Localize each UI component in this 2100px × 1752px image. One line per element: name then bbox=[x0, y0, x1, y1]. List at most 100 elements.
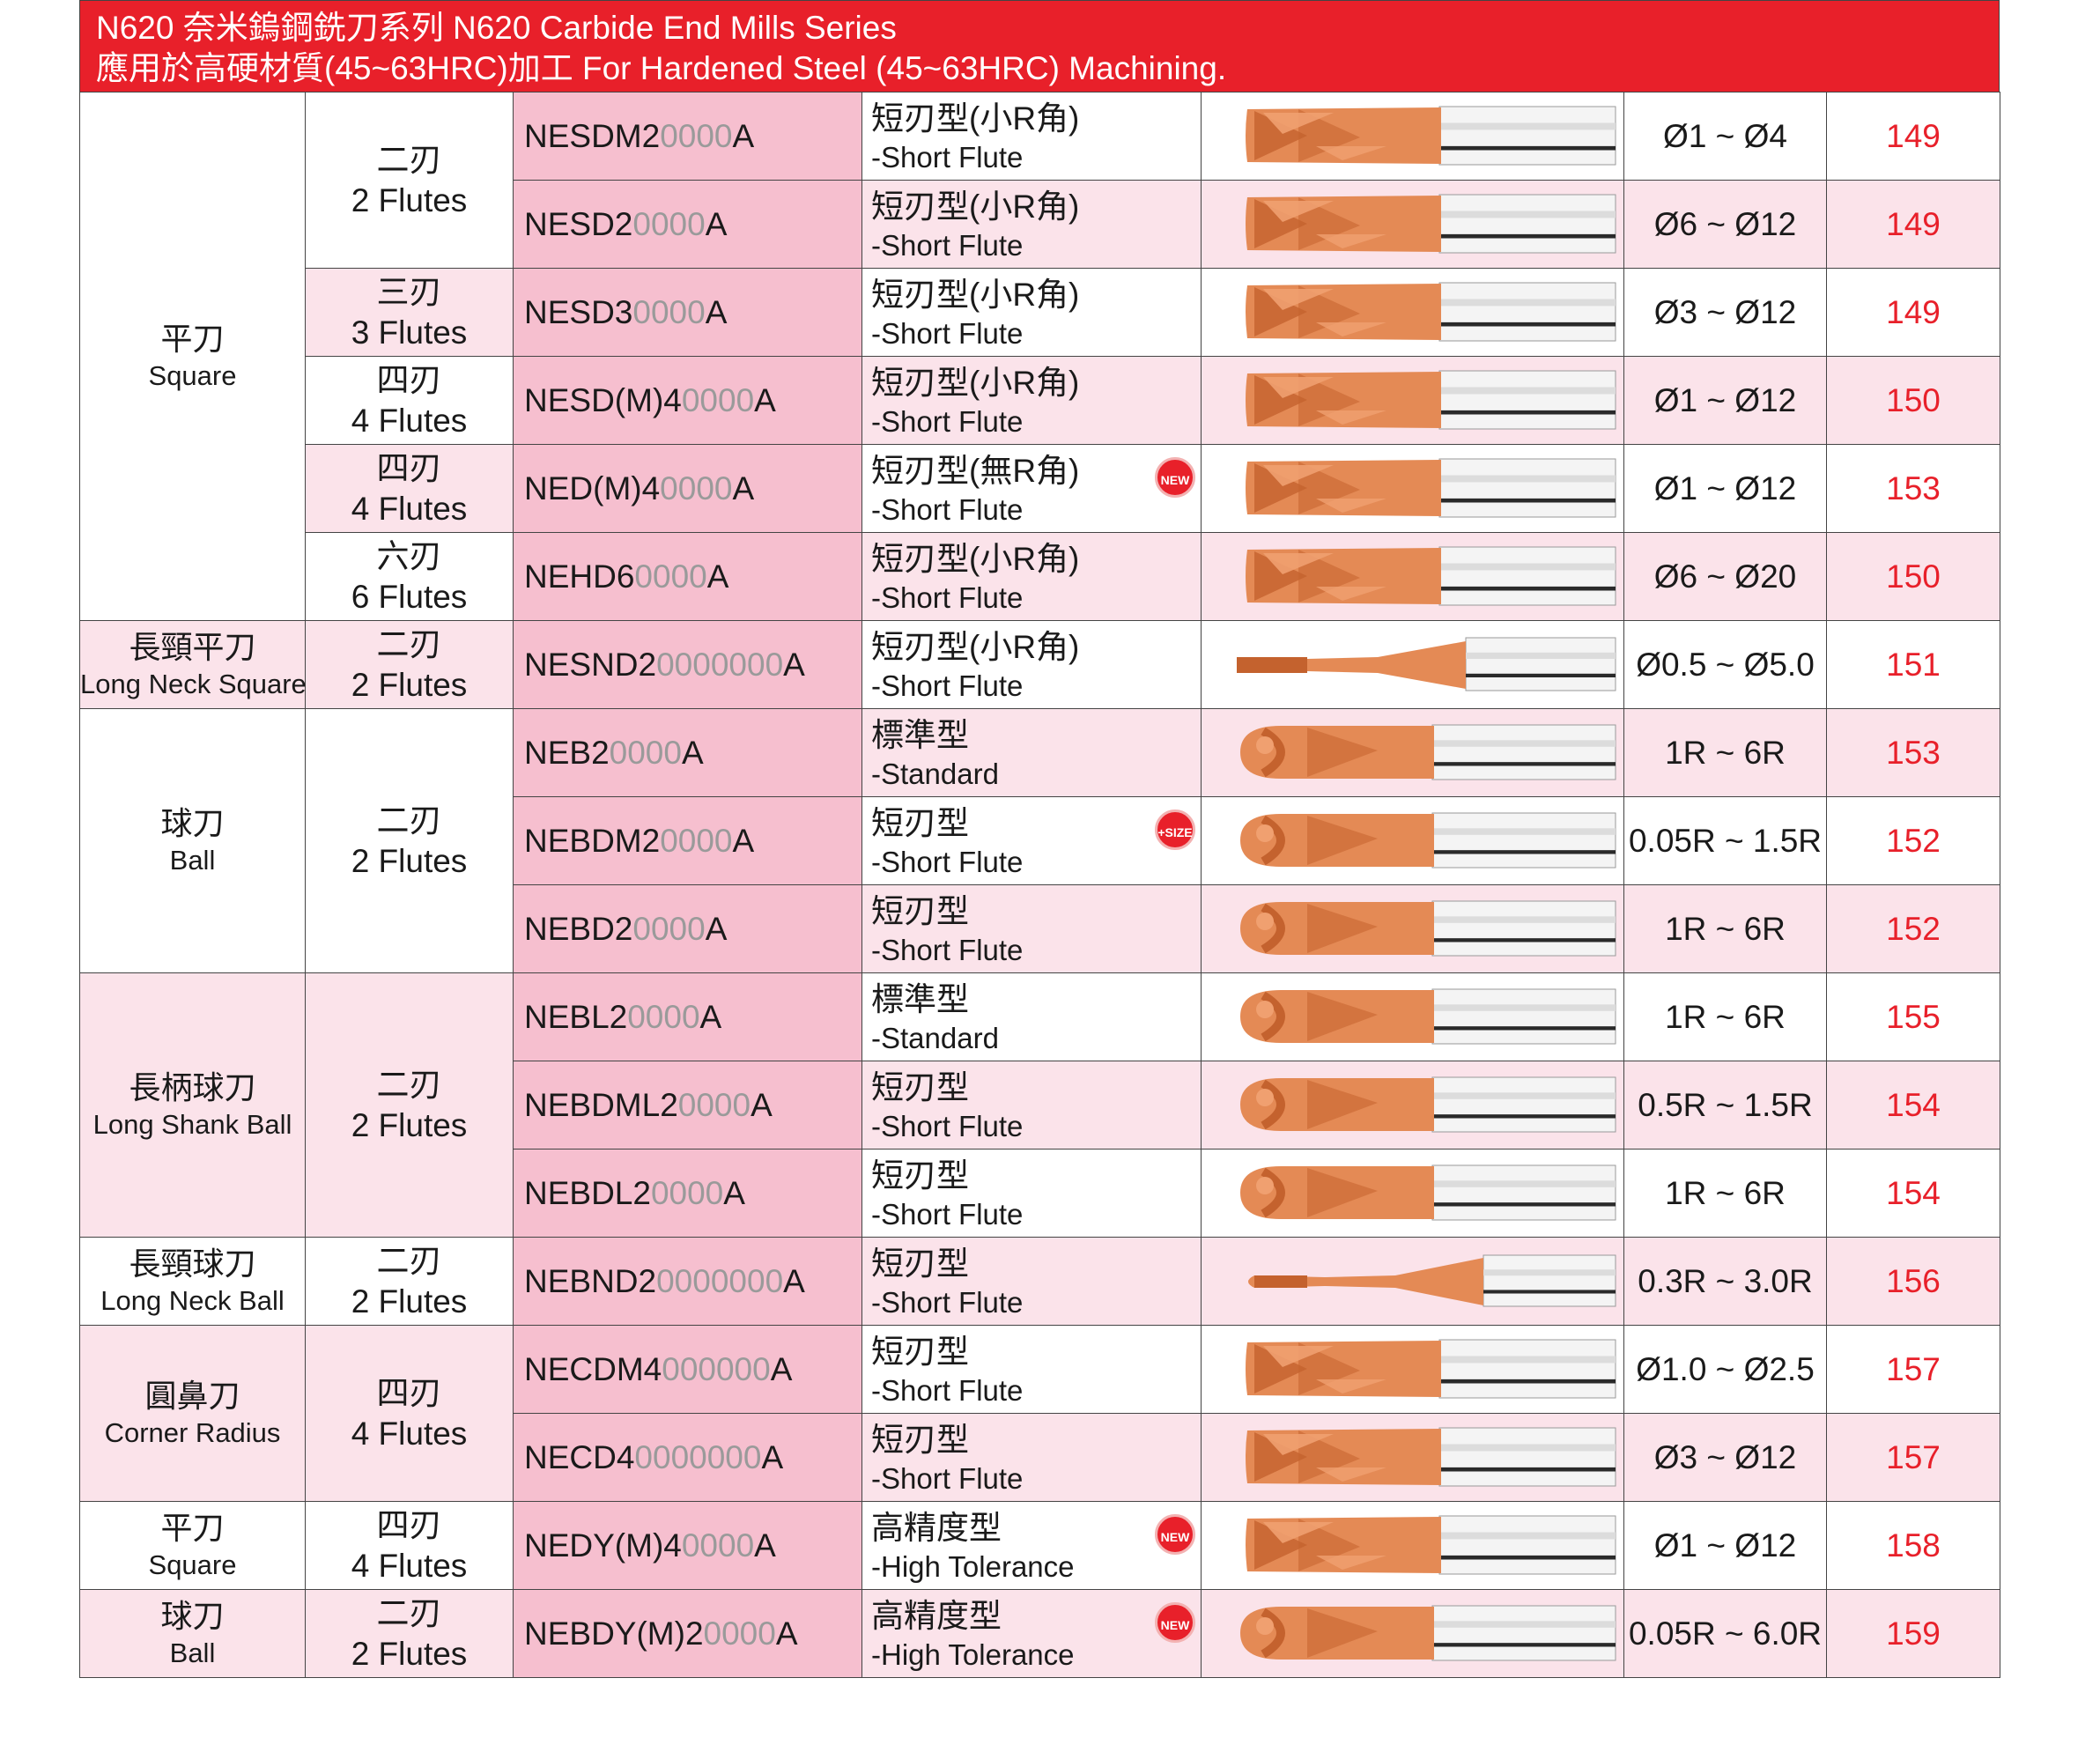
size-range-cell: Ø1 ~ Ø12 bbox=[1623, 356, 1827, 445]
series-subtitle: 應用於高硬材質(45~63HRC)加工 For Hardened Steel (… bbox=[96, 50, 1227, 86]
product-code-cell: NECD40000000A bbox=[513, 1413, 862, 1502]
type-cell: 高精度型 -High Tolerance NEW bbox=[861, 1501, 1202, 1590]
page-number-link[interactable]: 159 bbox=[1826, 1589, 2000, 1678]
page-number-link[interactable]: 150 bbox=[1826, 356, 2000, 445]
type-zh: 短刃型(小R角) bbox=[871, 540, 1080, 577]
product-row: 長柄球刀 Long Shank Ball 二刃 2 Flutes NEBL20000A 標… bbox=[79, 972, 2000, 1238]
product-code-suffix: A bbox=[681, 734, 704, 771]
corner-radius-end-mill-icon bbox=[1202, 1415, 1623, 1500]
type-zh: 短刃型 bbox=[871, 804, 969, 841]
type-zh: 短刃型 bbox=[871, 1245, 969, 1282]
size-range-cell: Ø0.5 ~ Ø5.0 bbox=[1623, 620, 1827, 709]
product-code-cell: NEBDL20000A bbox=[513, 1149, 862, 1238]
type-en: -High Tolerance bbox=[871, 1637, 1075, 1671]
type-cell: 標準型 -Standard bbox=[861, 972, 1202, 1061]
type-cell: 短刃型(小R角) -Short Flute bbox=[861, 532, 1202, 621]
type-en: -Short Flute bbox=[871, 933, 1024, 966]
size-range-cell: 0.05R ~ 6.0R bbox=[1623, 1589, 1827, 1678]
page-number-link[interactable]: 157 bbox=[1826, 1413, 2000, 1502]
product-code-cell: NESD(M)40000A bbox=[513, 356, 862, 445]
type-cell: 標準型 -Standard bbox=[861, 708, 1202, 797]
page-number-link[interactable]: 150 bbox=[1826, 532, 2000, 621]
product-code-suffix: A bbox=[732, 822, 755, 859]
new-badge-icon: NEW bbox=[1155, 457, 1195, 498]
flutes-en: 6 Flutes bbox=[351, 578, 468, 615]
category-name-en: Long Shank Ball bbox=[92, 1108, 292, 1140]
product-code-prefix: NESD2 bbox=[524, 205, 633, 242]
type-zh: 短刃型 bbox=[871, 1157, 969, 1194]
page-number-link[interactable]: 149 bbox=[1826, 268, 2000, 357]
product-code-prefix: NESD3 bbox=[524, 293, 633, 330]
product-row: 長頸球刀 Long Neck Ball 二刃 2 Flutes NEBND2000000… bbox=[79, 1237, 2000, 1326]
flutes-zh: 四刃 bbox=[376, 361, 442, 398]
page-number-link[interactable]: 155 bbox=[1826, 972, 2000, 1061]
ball-end-mill-icon bbox=[1202, 1591, 1623, 1676]
tool-image-cell bbox=[1201, 708, 1624, 797]
category-name-zh: 長頸平刀 bbox=[129, 628, 256, 665]
product-code-suffix: A bbox=[723, 1174, 745, 1211]
page-number-link[interactable]: 152 bbox=[1826, 884, 2000, 973]
category-name-en: Ball bbox=[169, 844, 216, 876]
product-row: 球刀 Ball 二刃 2 Flutes NEB20000A 標準型 -Standard 1R… bbox=[79, 708, 2000, 973]
product-code-suffix: A bbox=[732, 117, 755, 154]
page-number-link[interactable]: 154 bbox=[1826, 1061, 2000, 1150]
type-zh: 短刃型 bbox=[871, 1333, 969, 1370]
page-number-link[interactable]: 157 bbox=[1826, 1325, 2000, 1414]
type-en: -Short Flute bbox=[871, 316, 1024, 350]
page-number-link[interactable]: 154 bbox=[1826, 1149, 2000, 1238]
page-number-link[interactable]: 153 bbox=[1826, 444, 2000, 533]
product-code-zeros: 0000 bbox=[660, 822, 733, 859]
size-range-cell: 0.05R ~ 1.5R bbox=[1623, 796, 1827, 885]
long-neck-ball-end-mill-icon bbox=[1202, 1238, 1623, 1324]
product-code-prefix: NEBDL2 bbox=[524, 1174, 651, 1211]
type-cell: 短刃型(小R角) -Short Flute bbox=[861, 268, 1202, 357]
type-zh: 高精度型 bbox=[871, 1509, 1002, 1546]
product-code-prefix: NEHD6 bbox=[524, 558, 635, 595]
page-number-link[interactable]: 158 bbox=[1826, 1501, 2000, 1590]
product-code-suffix: A bbox=[705, 205, 728, 242]
flutes-en: 4 Flutes bbox=[351, 402, 468, 439]
product-code-cell: NESD20000A bbox=[513, 180, 862, 269]
flutes-zh: 三刃 bbox=[376, 273, 442, 310]
type-en: -Short Flute bbox=[871, 140, 1024, 174]
flutes-en: 4 Flutes bbox=[351, 1415, 468, 1452]
size-range-cell: Ø1.0 ~ Ø2.5 bbox=[1623, 1325, 1827, 1414]
category-name-zh: 球刀 bbox=[160, 804, 225, 841]
flat-end-mill-icon bbox=[1202, 1503, 1623, 1588]
ball-end-mill-icon bbox=[1202, 798, 1623, 883]
size-range-cell: Ø1 ~ Ø4 bbox=[1623, 92, 1827, 181]
product-row: NEBDM20000A 短刃型 -Short Flute +SIZE 0.05R ~ … bbox=[80, 796, 2000, 885]
page-number-link[interactable]: 153 bbox=[1826, 708, 2000, 797]
flutes-cell: 四刃 4 Flutes bbox=[305, 1325, 514, 1502]
size-range-cell: Ø6 ~ Ø20 bbox=[1623, 532, 1827, 621]
ball-end-mill-icon bbox=[1202, 1062, 1623, 1148]
product-code-zeros: 0000 bbox=[632, 205, 706, 242]
tool-image-cell bbox=[1201, 620, 1624, 709]
product-row: 四刃 4 Flutes NESD(M)40000A 短刃型(小R角) -Short Fl… bbox=[80, 356, 2000, 445]
flutes-en: 2 Flutes bbox=[351, 181, 468, 218]
page-number-link[interactable]: 149 bbox=[1826, 92, 2000, 181]
type-cell: 短刃型 -Short Flute bbox=[861, 884, 1202, 973]
product-code-prefix: NEBDML2 bbox=[524, 1086, 678, 1123]
type-zh: 標準型 bbox=[871, 716, 969, 753]
size-range-cell: Ø1 ~ Ø12 bbox=[1623, 444, 1827, 533]
page-number-link[interactable]: 152 bbox=[1826, 796, 2000, 885]
flutes-zh: 四刃 bbox=[376, 1374, 442, 1411]
product-code-cell: NESND20000000A bbox=[513, 620, 862, 709]
size-range-cell: 1R ~ 6R bbox=[1623, 1149, 1827, 1238]
tool-image-cell bbox=[1201, 796, 1624, 885]
product-code-cell: NEBDM20000A bbox=[513, 796, 862, 885]
page-number-link[interactable]: 149 bbox=[1826, 180, 2000, 269]
category-cell: 長頸平刀 Long Neck Square bbox=[79, 620, 307, 709]
tool-image-cell bbox=[1201, 356, 1624, 445]
page-number-link[interactable]: 156 bbox=[1826, 1237, 2000, 1326]
flutes-cell: 二刃 2 Flutes bbox=[305, 1237, 514, 1326]
tool-image-cell bbox=[1201, 1413, 1624, 1502]
page-number-link[interactable]: 151 bbox=[1826, 620, 2000, 709]
product-code-zeros: 000000 bbox=[662, 1350, 771, 1387]
size-range-cell: Ø6 ~ Ø12 bbox=[1623, 180, 1827, 269]
product-code-cell: NEBL20000A bbox=[513, 972, 862, 1061]
product-code-prefix: NED(M)4 bbox=[524, 469, 661, 506]
flutes-zh: 四刃 bbox=[376, 449, 442, 486]
flutes-cell: 三刃 3 Flutes bbox=[305, 268, 514, 357]
